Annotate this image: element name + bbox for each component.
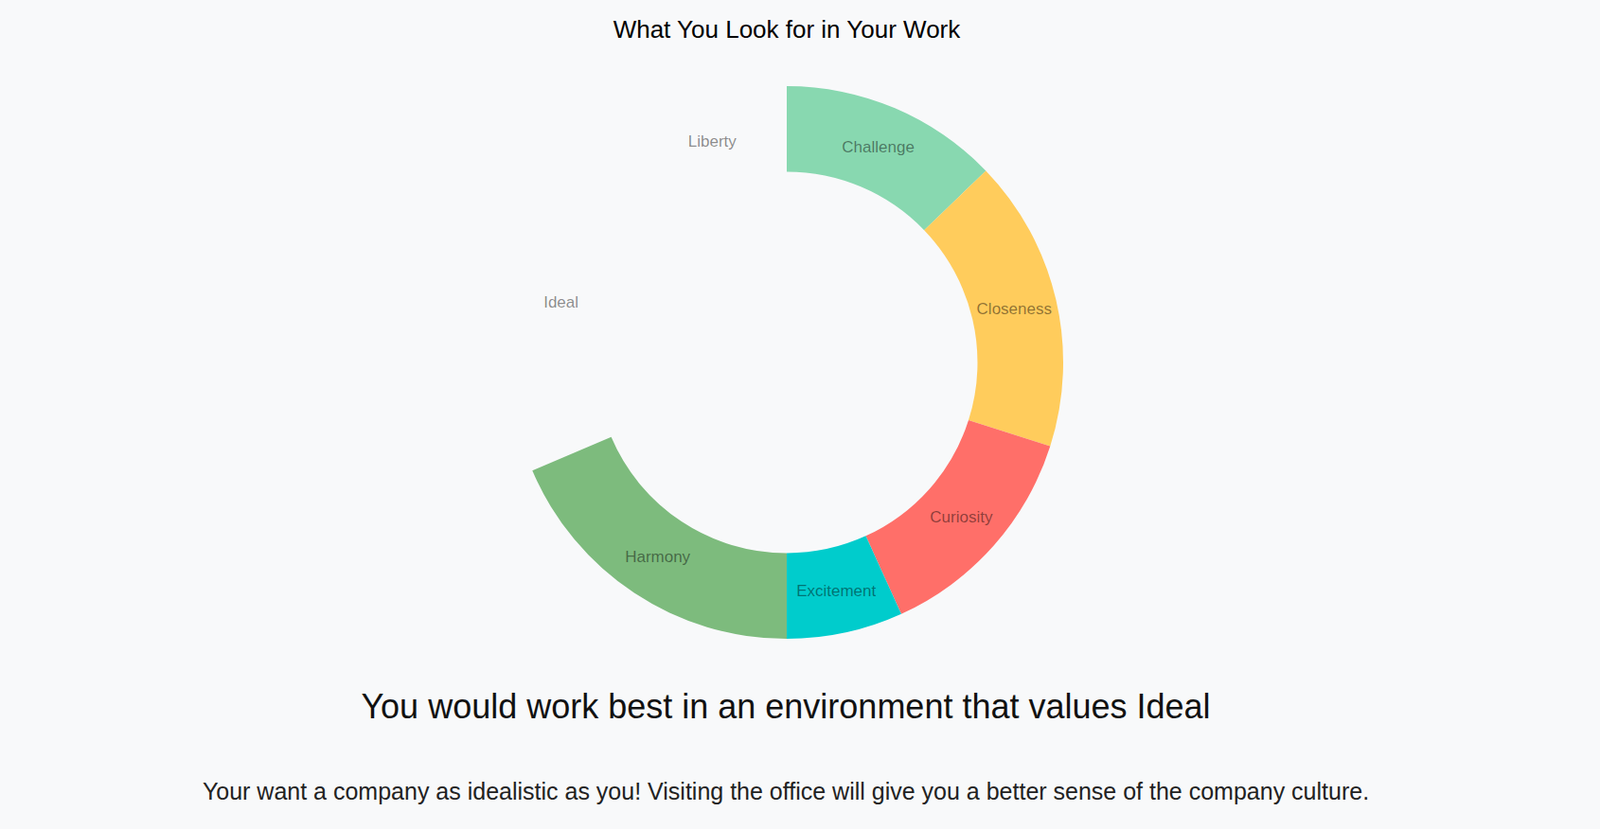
svg-text:Ideal: Ideal (543, 293, 579, 312)
html-text:You would work best in an envi: You would work best in an environment th… (361, 687, 1211, 727)
svg-text:Excitement: Excitement (796, 582, 876, 601)
svg-text:Liberty: Liberty (688, 132, 738, 151)
svg-text:What You Look for in Your Work: What You Look for in Your Work (613, 15, 962, 44)
svg-text:Curiosity: Curiosity (929, 508, 994, 527)
svg-text:Closeness: Closeness (977, 300, 1052, 319)
svg-text:Challenge: Challenge (841, 138, 915, 157)
svg-text:Harmony: Harmony (624, 548, 691, 567)
html-text:Your want a company as idealis: Your want a company as idealistic as you… (202, 778, 1370, 805)
